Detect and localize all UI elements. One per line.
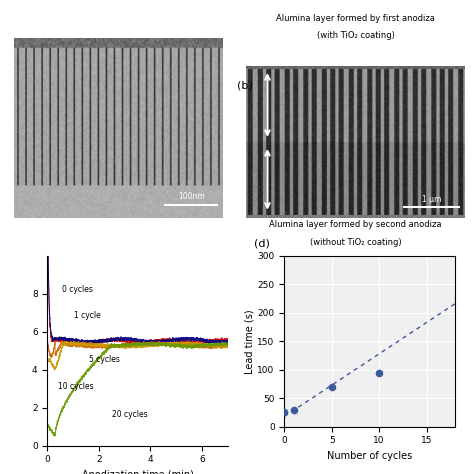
Text: Alumina layer formed by first anodiza: Alumina layer formed by first anodiza bbox=[276, 14, 435, 23]
Text: (without TiO₂ coating): (without TiO₂ coating) bbox=[310, 238, 401, 247]
Text: 1 cycle: 1 cycle bbox=[74, 310, 101, 319]
Text: (d): (d) bbox=[254, 239, 269, 249]
Text: 10 cycles: 10 cycles bbox=[58, 382, 93, 391]
Point bbox=[281, 409, 288, 416]
Text: 1 μm: 1 μm bbox=[422, 195, 441, 204]
Point bbox=[290, 406, 298, 413]
Text: 0 cycles: 0 cycles bbox=[62, 285, 92, 294]
Y-axis label: Lead time (s): Lead time (s) bbox=[245, 309, 255, 374]
X-axis label: Anodization time (min): Anodization time (min) bbox=[82, 470, 193, 474]
Text: (with TiO₂ coating): (with TiO₂ coating) bbox=[317, 31, 394, 40]
Point bbox=[375, 369, 383, 376]
Text: 20 cycles: 20 cycles bbox=[112, 410, 147, 419]
Text: (b): (b) bbox=[237, 80, 253, 91]
X-axis label: Number of cycles: Number of cycles bbox=[327, 451, 412, 461]
Text: Alumina layer formed by second anodiza: Alumina layer formed by second anodiza bbox=[269, 220, 442, 229]
Point bbox=[328, 383, 336, 391]
Text: 100nm: 100nm bbox=[178, 192, 205, 201]
Text: 5 cycles: 5 cycles bbox=[89, 355, 119, 364]
